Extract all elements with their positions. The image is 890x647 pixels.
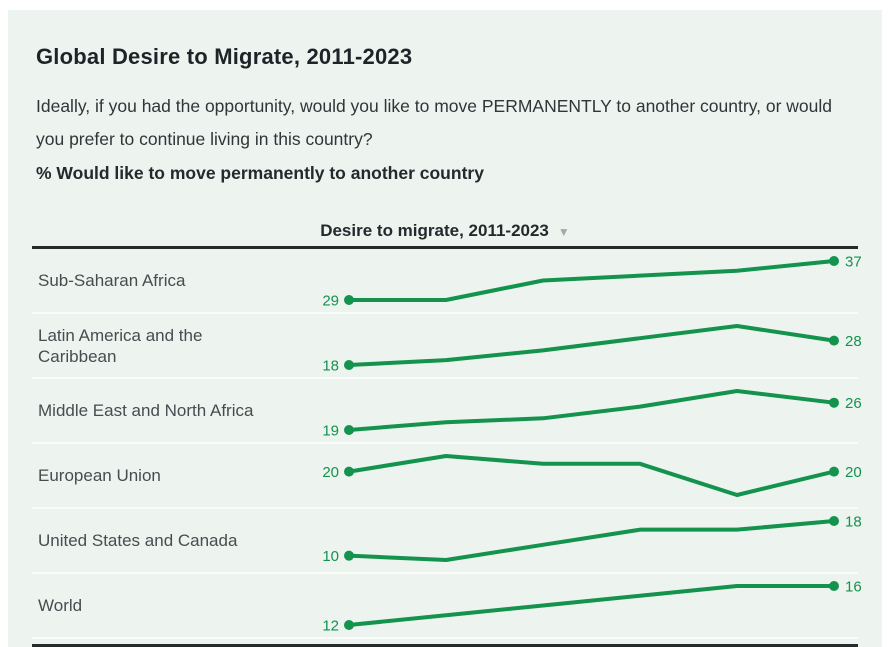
- sparkline-path: [347, 584, 836, 627]
- sparkline-path: [347, 519, 836, 562]
- sort-descending-icon[interactable]: ▼: [557, 225, 570, 239]
- sparkline: 12 16: [322, 579, 862, 635]
- sparkline-end-dot: [829, 516, 839, 526]
- survey-question: Ideally, if you had the opportunity, wou…: [36, 96, 833, 149]
- row-label: World: [38, 596, 83, 615]
- sparkline-end-value: 26: [845, 395, 862, 412]
- chart-card: Global Desire to Migrate, 2011-2023 Idea…: [8, 10, 882, 647]
- sparkline-end-value: 28: [845, 333, 862, 350]
- sparkline-start-dot: [344, 295, 354, 305]
- sparkline-end-value: 20: [845, 464, 862, 481]
- sparkline-table: Sub-Saharan Africa 29 37 Latin America and …: [32, 246, 862, 639]
- sparkline-start-dot: [344, 466, 354, 477]
- sparkline-start-value: 18: [322, 358, 339, 375]
- table-row: United States and Canada 10 18: [32, 509, 862, 574]
- row-label: European Union: [38, 466, 161, 485]
- table-row: European Union 20 20: [32, 444, 862, 509]
- sparkline-end-dot: [829, 466, 839, 477]
- sparkline-path: [347, 454, 836, 497]
- row-label: United States and Canada: [38, 531, 238, 550]
- sparkline-path: [347, 324, 836, 367]
- sparkline-start-value: 20: [322, 464, 339, 481]
- sparkline-end-dot: [829, 397, 839, 408]
- sparkline-end-value: 18: [845, 514, 862, 531]
- table-row: Sub-Saharan Africa 29 37: [32, 249, 862, 314]
- sparkline-start-value: 19: [322, 423, 339, 440]
- sparkline-start-value: 12: [322, 618, 339, 635]
- sparkline-start-dot: [344, 360, 354, 370]
- sparkline-start-value: 10: [322, 548, 339, 565]
- row-label: Middle East and North Africa: [38, 401, 254, 420]
- sparkline-end-dot: [829, 256, 839, 266]
- column-header[interactable]: Desire to migrate, 2011-2023 ▼: [32, 216, 858, 246]
- page-title: Global Desire to Migrate, 2011-2023: [36, 44, 413, 69]
- sparkline-end-value: 16: [845, 579, 862, 596]
- sparkline-start-dot: [344, 550, 354, 561]
- sparkline-end-value: 37: [845, 254, 862, 271]
- table-row: Middle East and North Africa 19 26: [32, 379, 862, 444]
- sparkline-end-dot: [829, 581, 839, 591]
- sparkline-start-value: 29: [322, 293, 339, 310]
- table-row: World 12 16: [32, 574, 862, 639]
- sparkline: 29 37: [322, 254, 862, 310]
- sparkline: 20 20: [322, 454, 862, 497]
- table-row: Latin America and the Caribbean 18 28: [32, 314, 862, 379]
- table-bottom-rule: [32, 644, 858, 647]
- row-label: Latin America and the Caribbean: [38, 325, 203, 366]
- sparkline: 10 18: [322, 514, 862, 566]
- row-label: Sub-Saharan Africa: [38, 271, 186, 290]
- column-header-label[interactable]: Desire to migrate, 2011-2023: [320, 221, 549, 240]
- sparkline-start-dot: [344, 425, 354, 435]
- sparkline-path: [347, 389, 836, 432]
- metric-label: % Would like to move permanently to anot…: [36, 163, 484, 183]
- sparkline-start-dot: [344, 620, 354, 630]
- sparkline-path: [347, 259, 836, 302]
- sparkline-end-dot: [829, 335, 839, 346]
